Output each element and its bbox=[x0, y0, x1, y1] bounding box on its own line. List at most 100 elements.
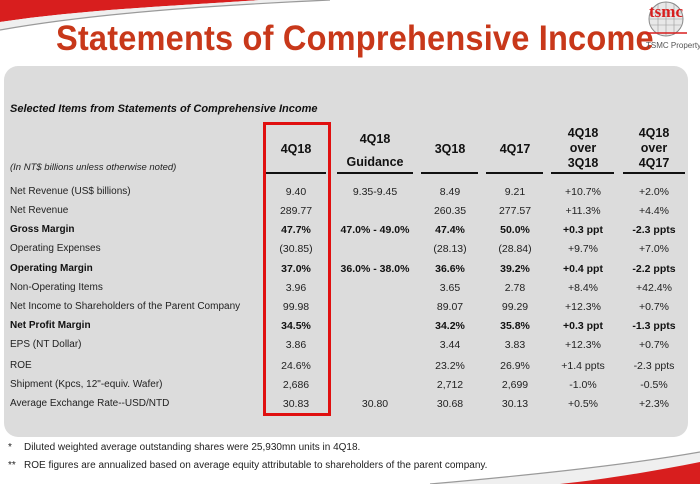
table-cell: +12.3% bbox=[565, 339, 601, 351]
table-cell: 2.78 bbox=[504, 282, 526, 294]
table-cell: -1.0% bbox=[569, 379, 597, 391]
row-label: Net Income to Shareholders of the Parent… bbox=[10, 301, 241, 312]
table-cell: 23.2% bbox=[435, 360, 465, 372]
table-cell: 3.44 bbox=[439, 339, 461, 351]
table-cell: 99.98 bbox=[282, 301, 310, 313]
table-cell: (28.84) bbox=[498, 243, 532, 255]
header-underline bbox=[337, 172, 413, 174]
row-label: EPS (NT Dollar) bbox=[10, 339, 82, 350]
header-underline bbox=[486, 172, 543, 174]
table-cell: 89.07 bbox=[436, 301, 464, 313]
table-cell: 36.0% - 38.0% bbox=[340, 263, 410, 275]
header-underline bbox=[266, 172, 326, 174]
table-cell: +0.7% bbox=[638, 339, 670, 351]
table-cell: 99.29 bbox=[501, 301, 529, 313]
table-cell: 30.68 bbox=[436, 398, 464, 410]
table-cell: 3.83 bbox=[504, 339, 526, 351]
table-cell: +42.4% bbox=[636, 282, 672, 294]
table-cell: 2,712 bbox=[436, 379, 464, 391]
table-cell: 34.2% bbox=[435, 320, 465, 332]
footnote-shares: * Diluted weighted average outstanding sh… bbox=[8, 442, 361, 453]
table-cell: 47.4% bbox=[435, 224, 465, 236]
table-cell: 3.65 bbox=[439, 282, 461, 294]
table-cell: +0.7% bbox=[638, 301, 670, 313]
table-cell: 36.6% bbox=[435, 263, 465, 275]
table-cell: +0.4 ppt bbox=[563, 263, 603, 275]
table-cell: 9.40 bbox=[285, 186, 307, 198]
table-cell: 35.8% bbox=[500, 320, 530, 332]
table-cell: 37.0% bbox=[281, 263, 311, 275]
table-cell: -0.5% bbox=[640, 379, 668, 391]
table-cell: 30.83 bbox=[282, 398, 310, 410]
header-underline bbox=[623, 172, 685, 174]
table-cell: 24.6% bbox=[281, 360, 311, 372]
table-cell: +2.0% bbox=[638, 186, 670, 198]
footnote-roe: ** ROE figures are annualized based on av… bbox=[8, 460, 488, 471]
table-cell: (28.13) bbox=[433, 243, 467, 255]
row-label: Operating Margin bbox=[10, 263, 93, 274]
row-label: Net Revenue (US$ billions) bbox=[10, 186, 131, 197]
row-label: Non-Operating Items bbox=[10, 282, 103, 293]
tsmc-logo: tsmc bbox=[645, 1, 687, 37]
column-header-4q17: 4Q17 bbox=[499, 142, 531, 156]
table-cell: 2,686 bbox=[282, 379, 310, 391]
table-cell: 3.96 bbox=[285, 282, 307, 294]
table-cell: +10.7% bbox=[565, 186, 601, 198]
table-cell: 8.49 bbox=[439, 186, 461, 198]
table-cell: -2.2 ppts bbox=[632, 263, 676, 275]
table-cell: 3.86 bbox=[285, 339, 307, 351]
table-cell: 47.0% - 49.0% bbox=[340, 224, 410, 236]
current-quarter-highlight-box bbox=[263, 122, 331, 416]
table-cell: +7.0% bbox=[638, 243, 670, 255]
table-cell: +4.4% bbox=[638, 205, 670, 217]
row-label: Operating Expenses bbox=[10, 243, 101, 254]
table-cell: 277.57 bbox=[498, 205, 532, 217]
column-header-4q18-guidance: 4Q18 Guidance bbox=[346, 132, 404, 169]
column-header-4q18-over-3q18: 4Q18 over 3Q18 bbox=[567, 126, 599, 170]
table-cell: 9.35-9.45 bbox=[352, 186, 398, 198]
table-cell: 50.0% bbox=[500, 224, 530, 236]
table-cell: 30.13 bbox=[501, 398, 529, 410]
table-cell: (30.85) bbox=[279, 243, 313, 255]
table-cell: -1.3 ppts bbox=[632, 320, 676, 332]
table-panel bbox=[4, 66, 688, 437]
table-cell: 2,699 bbox=[501, 379, 529, 391]
table-cell: -2.3 ppts bbox=[632, 224, 676, 236]
column-header-4q18: 4Q18 bbox=[280, 142, 312, 156]
table-cell: +0.3 ppt bbox=[563, 320, 603, 332]
table-cell: +9.7% bbox=[567, 243, 599, 255]
table-cell: +8.4% bbox=[567, 282, 599, 294]
svg-text:tsmc: tsmc bbox=[649, 2, 683, 21]
table-cell: +2.3% bbox=[638, 398, 670, 410]
header-underline bbox=[421, 172, 478, 174]
table-cell: 34.5% bbox=[281, 320, 311, 332]
table-cell: 260.35 bbox=[433, 205, 467, 217]
row-label: Gross Margin bbox=[10, 224, 75, 235]
column-header-4q18-over-4q17: 4Q18 over 4Q17 bbox=[638, 126, 670, 170]
table-cell: +12.3% bbox=[565, 301, 601, 313]
table-cell: +11.3% bbox=[565, 205, 601, 217]
footer-swoosh-decoration bbox=[429, 451, 700, 484]
table-cell: 30.80 bbox=[361, 398, 389, 410]
header-underline bbox=[551, 172, 614, 174]
row-label: ROE bbox=[10, 360, 32, 371]
logo-subtitle: TSMC Property bbox=[646, 41, 700, 50]
table-cell: 9.21 bbox=[504, 186, 526, 198]
table-cell: 47.7% bbox=[281, 224, 311, 236]
table-cell: 289.77 bbox=[279, 205, 313, 217]
table-cell: +0.5% bbox=[567, 398, 599, 410]
column-header-3q18: 3Q18 bbox=[434, 142, 466, 156]
table-cell: +0.3 ppt bbox=[563, 224, 603, 236]
header-swoosh-decoration bbox=[0, 0, 331, 31]
row-label: Net Revenue bbox=[10, 205, 69, 216]
table-cell: 26.9% bbox=[500, 360, 530, 372]
table-cell: +1.4 ppts bbox=[561, 360, 605, 372]
table-cell: -2.3 ppts bbox=[633, 360, 675, 372]
row-label: Shipment (Kpcs, 12"-equiv. Wafer) bbox=[10, 379, 163, 390]
units-note: (In NT$ billions unless otherwise noted) bbox=[10, 162, 177, 173]
slide-title: Statements of Comprehensive Income bbox=[56, 19, 654, 58]
row-label: Net Profit Margin bbox=[10, 320, 91, 331]
table-cell: 39.2% bbox=[500, 263, 530, 275]
section-title: Selected Items from Statements of Compre… bbox=[10, 103, 318, 115]
row-label: Average Exchange Rate--USD/NTD bbox=[10, 398, 170, 409]
